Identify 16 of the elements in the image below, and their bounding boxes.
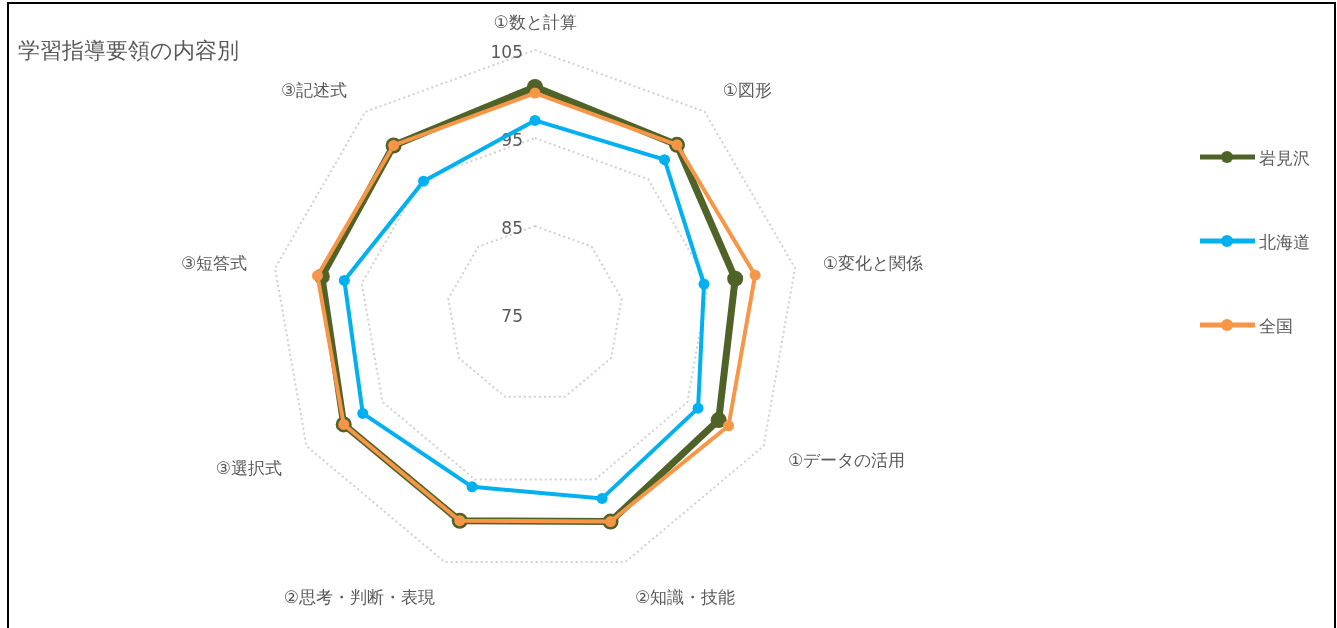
y-tick-label: 85 — [501, 218, 523, 238]
spoke-label: ①数と計算 — [493, 11, 577, 32]
spoke-label: ③選択式 — [215, 458, 282, 479]
spoke-label: ①データの活用 — [788, 450, 906, 471]
spoke-label: ①変化と関係 — [822, 253, 923, 274]
y-tick-label: 75 — [501, 306, 523, 326]
text: 学習指導要領の内容別 — [18, 38, 239, 63]
spoke-label: ②思考・判断・表現 — [283, 586, 436, 607]
spoke-label: ②知識・技能 — [634, 586, 736, 607]
legend-label: 全国 — [1259, 316, 1293, 336]
legend-label: 岩見沢 — [1259, 148, 1310, 168]
spoke-label: ③短答式 — [181, 253, 248, 274]
spoke-label: ①図形 — [722, 80, 773, 101]
spoke-label: ③記述式 — [280, 80, 348, 101]
y-tick-label: 105 — [490, 42, 523, 62]
legend-label: 北海道 — [1259, 232, 1310, 252]
